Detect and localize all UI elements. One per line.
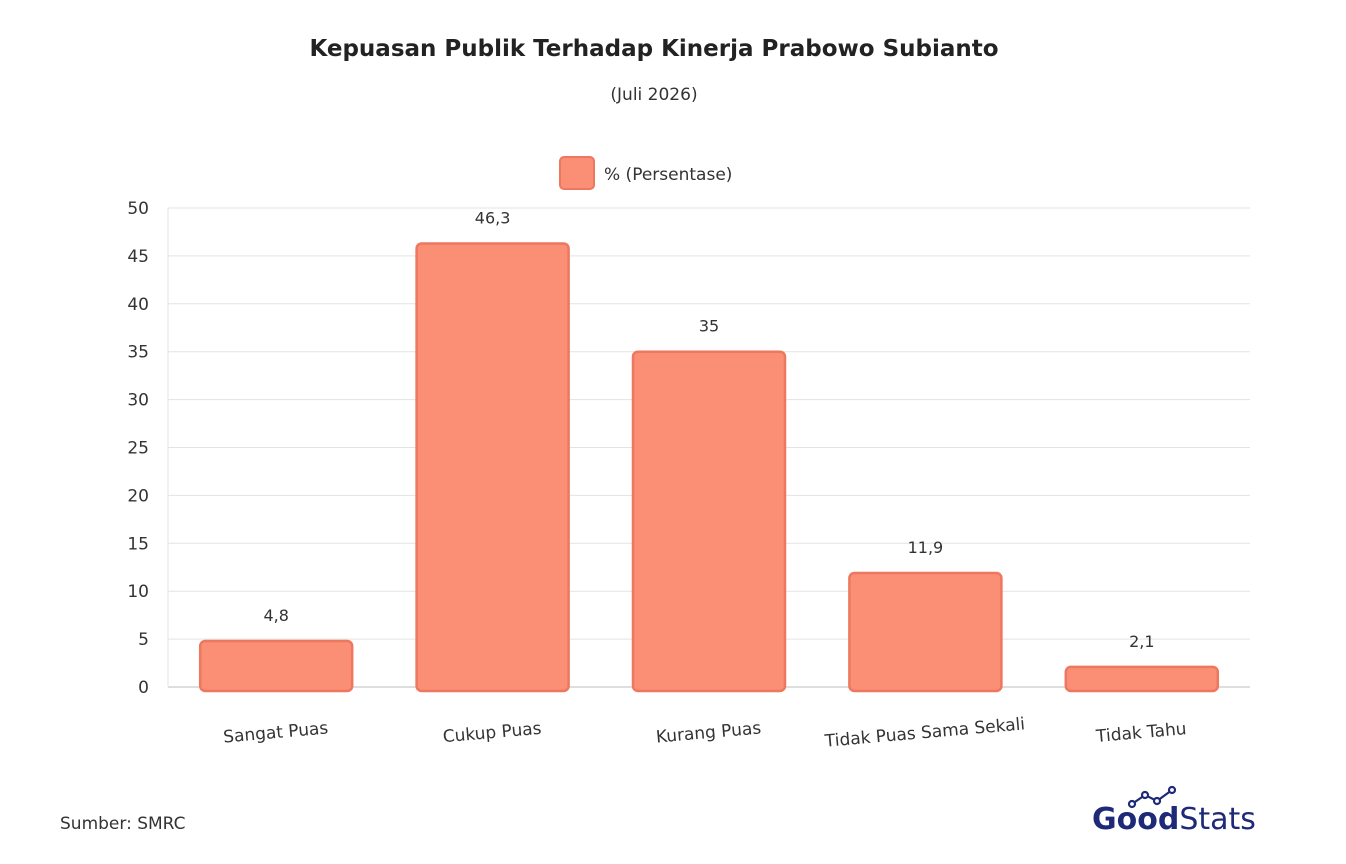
y-tick-label: 40 xyxy=(127,295,149,315)
y-axis-ticks: 0 5 10 15 20 25 30 35 40 45 50 xyxy=(127,199,149,698)
legend-swatch xyxy=(559,156,595,190)
logo-stats-text: Stats xyxy=(1179,802,1256,837)
goodstats-logo: GoodStats xyxy=(1092,785,1256,837)
source-note: Sumber: SMRC xyxy=(60,814,186,834)
x-tick-label: Tidak Tahu xyxy=(1094,719,1187,747)
data-label: 46,3 xyxy=(475,208,511,227)
logo-good-text: Good xyxy=(1092,802,1179,837)
chart-subtitle: (Juli 2026) xyxy=(610,85,697,105)
data-label: 4,8 xyxy=(263,606,288,625)
y-tick-label: 10 xyxy=(127,582,149,602)
y-tick-label: 5 xyxy=(138,630,149,650)
bar xyxy=(198,639,354,693)
bar xyxy=(848,571,1003,693)
legend-label: % (Persentase) xyxy=(604,165,732,185)
y-tick-label: 35 xyxy=(127,343,149,363)
y-tick-label: 25 xyxy=(127,439,149,459)
y-tick-label: 0 xyxy=(138,678,149,698)
y-tick-label: 20 xyxy=(127,486,149,506)
chart-title: Kepuasan Publik Terhadap Kinerja Prabowo… xyxy=(309,36,998,62)
x-tick-label: Cukup Puas xyxy=(442,719,542,748)
trend-icon xyxy=(1127,785,1177,809)
y-tick-label: 50 xyxy=(127,199,149,219)
svg-text:GoodStats: GoodStats xyxy=(1092,802,1256,837)
y-tick-label: 15 xyxy=(127,534,149,554)
bar xyxy=(415,242,570,693)
data-label: 35 xyxy=(699,317,719,336)
y-tick-label: 45 xyxy=(127,247,149,267)
x-tick-label: Kurang Puas xyxy=(655,718,762,747)
data-labels: 4,8 46,3 35 11,9 2,1 xyxy=(263,208,1154,650)
x-axis-ticks: Sangat Puas Cukup Puas Kurang Puas Tidak Pu… xyxy=(222,714,1187,752)
bar xyxy=(1064,665,1220,693)
y-tick-label: 30 xyxy=(127,391,149,411)
bars xyxy=(198,242,1220,693)
data-label: 11,9 xyxy=(908,538,944,557)
bar xyxy=(631,350,787,693)
data-label: 2,1 xyxy=(1129,632,1154,651)
x-tick-label: Tidak Puas Sama Sekali xyxy=(823,714,1026,752)
x-tick-label: Sangat Puas xyxy=(222,718,329,747)
legend: % (Persentase) xyxy=(559,156,732,190)
